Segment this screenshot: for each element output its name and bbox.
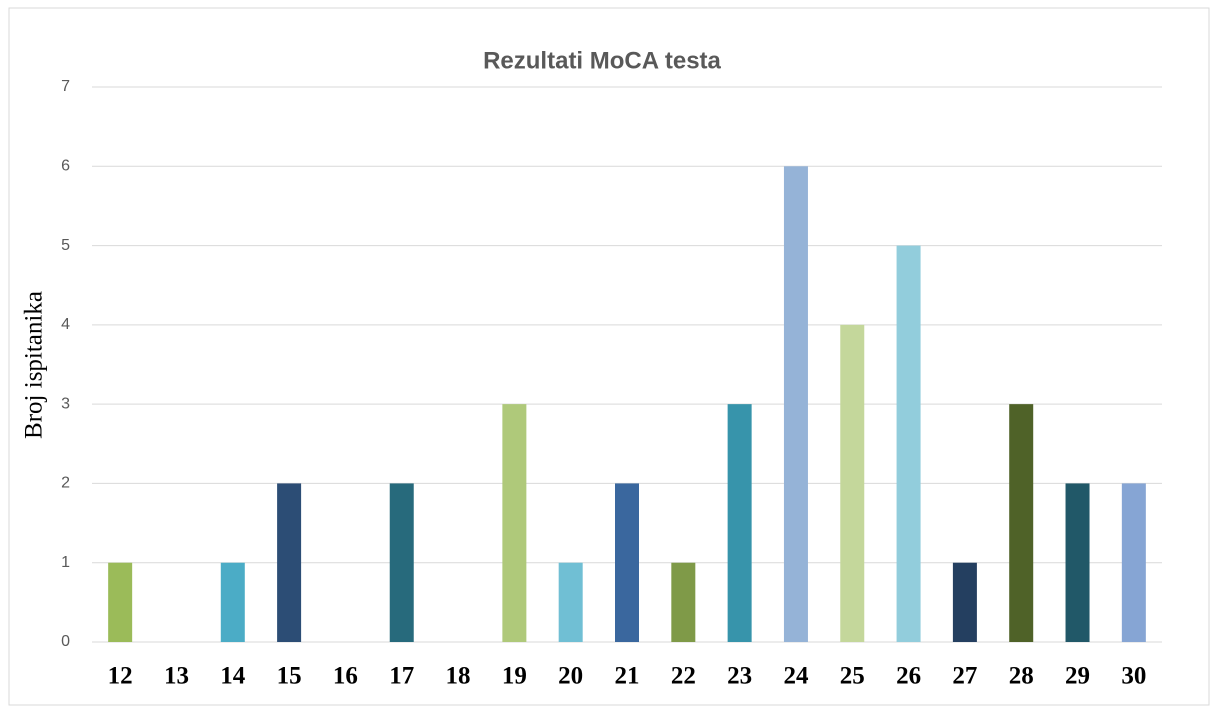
x-tick-label: 22 (671, 663, 696, 690)
y-tick-label: 1 (61, 554, 70, 571)
bar (727, 404, 752, 642)
chart-border (8, 7, 1210, 706)
y-tick-label: 4 (61, 316, 70, 333)
x-tick-label: 18 (446, 663, 471, 690)
x-tick-label: 25 (840, 663, 865, 690)
y-tick-label: 7 (61, 78, 70, 95)
bar (952, 562, 977, 642)
x-tick-label: 28 (1009, 663, 1034, 690)
x-tick-label: 27 (952, 663, 977, 690)
y-tick-label: 0 (61, 633, 70, 650)
bar (220, 562, 245, 642)
bar (783, 166, 808, 643)
x-tick-label: 17 (389, 663, 414, 690)
x-tick-label: 19 (502, 663, 527, 690)
x-tick-label: 15 (277, 663, 302, 690)
y-tick-label: 3 (61, 395, 70, 412)
y-tick-label: 2 (61, 475, 70, 492)
bar (502, 404, 527, 642)
y-axis-label: Broj ispitanika (21, 291, 48, 439)
x-tick-label: 21 (615, 663, 640, 690)
bar (615, 483, 639, 642)
x-tick-label: 29 (1065, 663, 1090, 690)
bar (1009, 404, 1034, 642)
bar (108, 562, 133, 642)
y-tick-label: 5 (61, 237, 70, 254)
bar (671, 562, 696, 642)
x-tick-label: 13 (164, 663, 189, 690)
bar (896, 245, 921, 643)
x-tick-label: 23 (727, 663, 752, 690)
bar (277, 483, 302, 642)
x-tick-label: 20 (558, 663, 583, 690)
x-tick-label: 12 (108, 663, 133, 690)
bar (558, 562, 583, 642)
x-tick-label: 26 (896, 663, 921, 690)
x-tick-label: 30 (1121, 663, 1146, 690)
x-tick-label: 24 (783, 663, 809, 690)
bar (1065, 483, 1090, 642)
chart-title: Rezultati MoCA testa (483, 47, 721, 74)
bar (1121, 483, 1146, 642)
y-tick-label: 6 (61, 158, 70, 175)
x-tick-label: 14 (220, 663, 246, 690)
bar (840, 324, 865, 642)
bar (389, 483, 414, 642)
x-tick-label: 16 (333, 663, 358, 690)
